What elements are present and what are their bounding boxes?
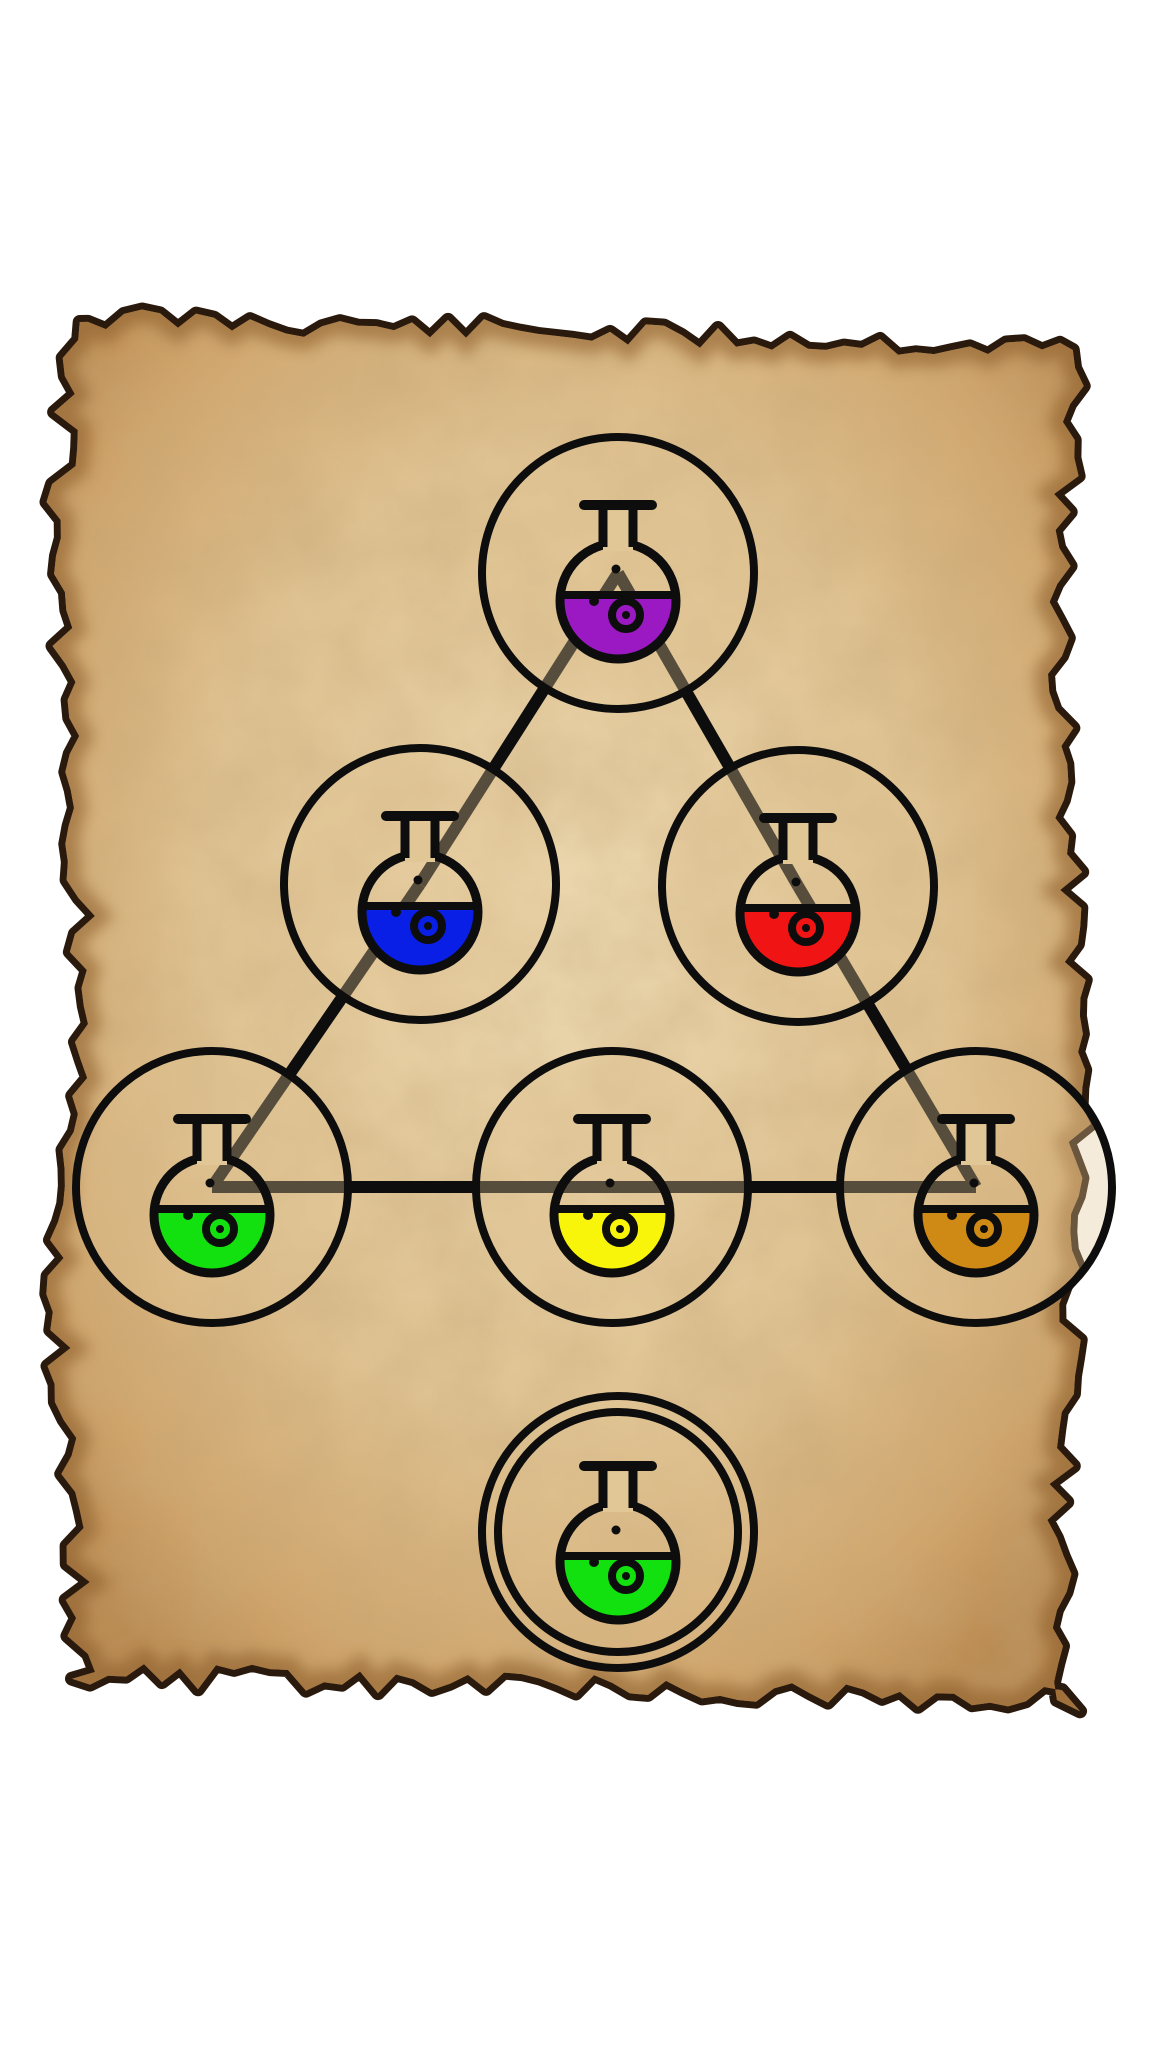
flask-icon [913, 1114, 1039, 1278]
flask-icon [735, 813, 861, 977]
bubble-small [589, 596, 599, 606]
flask-icon [555, 1461, 681, 1625]
flask-neck [598, 1468, 638, 1508]
flask-neck [778, 820, 818, 860]
bubble-ring [608, 1558, 644, 1594]
parchment-texture [46, 309, 1091, 1712]
bubble-ring [410, 908, 446, 944]
flask-amber-bottom-right[interactable] [836, 1047, 1116, 1327]
flask-purple-top[interactable] [478, 433, 758, 713]
bubble-small [969, 1178, 979, 1188]
parchment-sheet [39, 302, 1098, 1719]
flask-neck [400, 818, 440, 858]
bubble-small [183, 1210, 193, 1220]
target-flask-green [478, 1392, 758, 1672]
bubble-ring [602, 1211, 638, 1247]
bubble-ring [202, 1211, 238, 1247]
target-inner-ring [494, 1408, 742, 1656]
bubble-ring [608, 597, 644, 633]
bubble-small [611, 1525, 621, 1535]
flask-neck [598, 507, 638, 547]
flask-green-bottom-left[interactable] [72, 1047, 352, 1327]
bubble-small [205, 1178, 215, 1188]
flask-icon [549, 1114, 675, 1278]
target-node [478, 1392, 758, 1672]
flask-neck [592, 1121, 632, 1161]
flask-neck [956, 1121, 996, 1161]
bubble-small [583, 1210, 593, 1220]
bubble-small [413, 875, 423, 885]
flask-neck [192, 1121, 232, 1161]
flask-blue-mid-left[interactable] [280, 744, 560, 1024]
flask-red-mid-right[interactable] [658, 746, 938, 1026]
parchment-edge-tint [46, 309, 1091, 1712]
bubble-small [605, 1178, 615, 1188]
flask-nodes [72, 433, 1116, 1327]
bubble-ring [966, 1211, 1002, 1247]
bubble-small [791, 877, 801, 887]
flask-icon [555, 500, 681, 664]
bubble-small [391, 907, 401, 917]
bubble-small [589, 1557, 599, 1567]
flask-icon [357, 811, 483, 975]
bubble-small [769, 909, 779, 919]
bubble-small [611, 564, 621, 574]
flask-yellow-bottom-center[interactable] [472, 1047, 752, 1327]
bubble-small [947, 1210, 957, 1220]
bubble-ring [788, 910, 824, 946]
flask-icon [149, 1114, 275, 1278]
